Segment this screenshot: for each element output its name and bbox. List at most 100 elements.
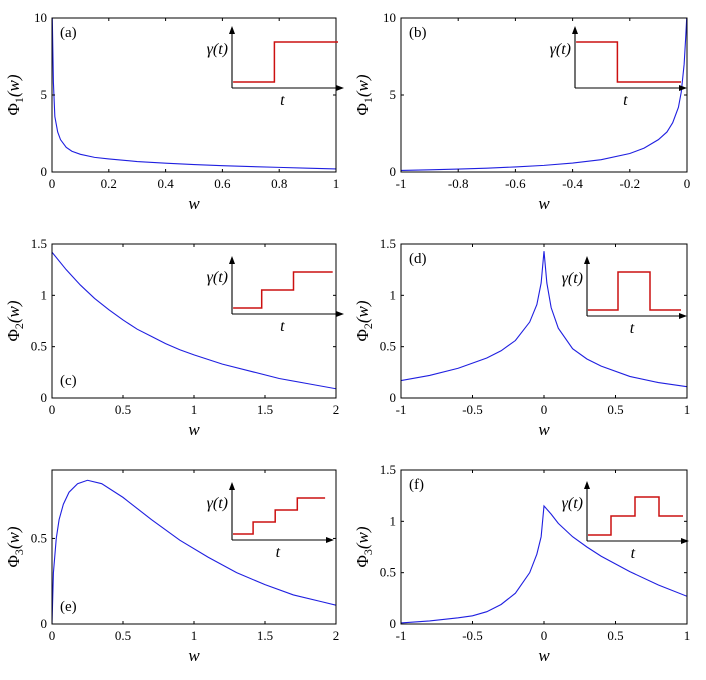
x-tick-label: 0 <box>49 176 56 191</box>
y-tick-label: 0 <box>41 164 48 179</box>
x-tick-label: 1 <box>191 402 198 417</box>
inset-x-label: t <box>276 544 281 561</box>
inset-x-arrow <box>679 313 687 319</box>
x-tick-label: 2 <box>333 628 340 643</box>
plot-frame <box>51 17 337 173</box>
plot-frame <box>400 17 688 173</box>
plot-frame <box>400 243 688 399</box>
inset-y-arrow <box>584 481 590 489</box>
x-axis-label: w <box>538 194 550 213</box>
y-axis-label: Φ1(w) <box>353 74 375 115</box>
y-axis-label: Φ2(w) <box>353 300 375 341</box>
y-tick-label: 0.5 <box>31 339 47 354</box>
inset-x-label: t <box>630 320 635 337</box>
y-tick-label: 0.5 <box>380 339 396 354</box>
x-tick-label: -1 <box>396 628 407 643</box>
inset-step-function <box>587 271 681 311</box>
x-tick-label: 2 <box>333 402 340 417</box>
panel-label: (c) <box>60 373 77 389</box>
inset: γ(t) t <box>207 256 344 335</box>
x-tick-label: -0.2 <box>620 176 641 191</box>
y-tick-label: 0 <box>390 616 397 631</box>
x-axis-label: w <box>188 194 200 213</box>
inset-x-label: t <box>280 92 285 109</box>
x-tick-label: 0.2 <box>101 176 117 191</box>
y-tick-label: 0.5 <box>380 565 396 580</box>
x-tick-label: -0.5 <box>462 628 483 643</box>
x-tick-label: -0.5 <box>462 402 483 417</box>
y-axis-label: Φ3(w) <box>4 526 26 567</box>
panel-label: (e) <box>60 599 77 615</box>
inset-y-arrow <box>229 256 235 264</box>
inset-y-label: γ(t) <box>207 495 228 512</box>
inset-y-label: γ(t) <box>562 495 583 512</box>
plot-frame <box>51 243 337 399</box>
x-tick-label: 0 <box>49 628 56 643</box>
panel-label: (d) <box>409 251 427 267</box>
x-tick-label: -0.6 <box>505 176 526 191</box>
inset-y-arrow <box>229 482 235 490</box>
y-tick-label: 1.5 <box>31 236 47 251</box>
inset-x-label: t <box>280 318 285 335</box>
y-tick-label: 0.5 <box>31 530 47 545</box>
series-line-Φ3 <box>52 479 336 624</box>
x-tick-label: 1.5 <box>257 628 273 643</box>
y-tick-label: 1 <box>390 287 397 302</box>
x-axis-label: w <box>538 420 550 439</box>
series-line-Φ2 <box>52 251 336 390</box>
inset-step-function <box>233 41 338 83</box>
x-tick-label: 1 <box>191 628 198 643</box>
x-axis-label: w <box>188 420 200 439</box>
x-tick-label: 0 <box>49 402 56 417</box>
y-axis-label: Φ1(w) <box>4 74 26 115</box>
inset-y-label: γ(t) <box>562 270 583 287</box>
y-tick-label: 10 <box>383 10 396 25</box>
inset-step-function <box>233 497 326 535</box>
panel-label: (a) <box>60 25 77 41</box>
inset-y-arrow <box>584 256 590 264</box>
y-tick-label: 0 <box>41 390 48 405</box>
x-tick-label: 0 <box>541 402 548 417</box>
series-line-Φ3 <box>401 504 687 624</box>
inset-step-function <box>576 41 681 83</box>
inset: γ(t) t <box>562 481 689 562</box>
inset-y-label: γ(t) <box>207 41 228 58</box>
y-tick-label: 0 <box>390 390 397 405</box>
x-tick-label: 1.5 <box>257 402 273 417</box>
panel-d: -1 -0.5 0 0.5 1 0 0.5 1 1.5 w Φ2(w) (d) γ(t) t <box>353 236 690 439</box>
inset: γ(t) t <box>207 26 344 109</box>
x-tick-label: 0.5 <box>607 628 623 643</box>
x-tick-label: 0.5 <box>115 402 131 417</box>
x-tick-label: 0.4 <box>157 176 174 191</box>
inset-y-label: γ(t) <box>207 269 228 286</box>
inset-x-label: t <box>631 545 636 562</box>
inset-x-arrow <box>336 85 344 91</box>
y-axis-label: Φ3(w) <box>353 526 375 567</box>
panel-c: 0 0.5 1 1.5 2 0 0.5 1 1.5 w Φ2(w) (c) γ(t) t <box>4 236 344 439</box>
series-line-Φ1 <box>401 18 687 172</box>
x-tick-label: 1 <box>333 176 340 191</box>
inset-x-arrow <box>681 538 689 544</box>
inset-x-label: t <box>623 92 628 109</box>
inset: γ(t) t <box>562 256 687 337</box>
inset-x-arrow <box>679 85 687 91</box>
x-tick-label: -0.4 <box>562 176 583 191</box>
y-tick-label: 5 <box>41 87 48 102</box>
inset-x-arrow <box>336 311 344 317</box>
y-tick-label: 10 <box>34 10 47 25</box>
y-tick-label: 1 <box>41 287 48 302</box>
y-tick-label: 5 <box>390 87 397 102</box>
x-tick-label: 0.8 <box>271 176 287 191</box>
x-axis-label: w <box>538 646 550 665</box>
x-tick-label: 0.6 <box>214 176 231 191</box>
y-tick-label: 0 <box>41 616 48 631</box>
panel-e: 0 0.5 1 1.5 2 0 0.5 w Φ3(w) (e) γ(t) t <box>4 469 340 665</box>
series-line-Φ2 <box>401 251 687 388</box>
inset: γ(t) t <box>207 482 334 561</box>
inset-y-arrow <box>572 26 578 34</box>
x-axis-label: w <box>188 646 200 665</box>
x-tick-label: 0 <box>684 176 691 191</box>
plot-frame <box>400 469 688 625</box>
inset-y-arrow <box>229 26 235 34</box>
